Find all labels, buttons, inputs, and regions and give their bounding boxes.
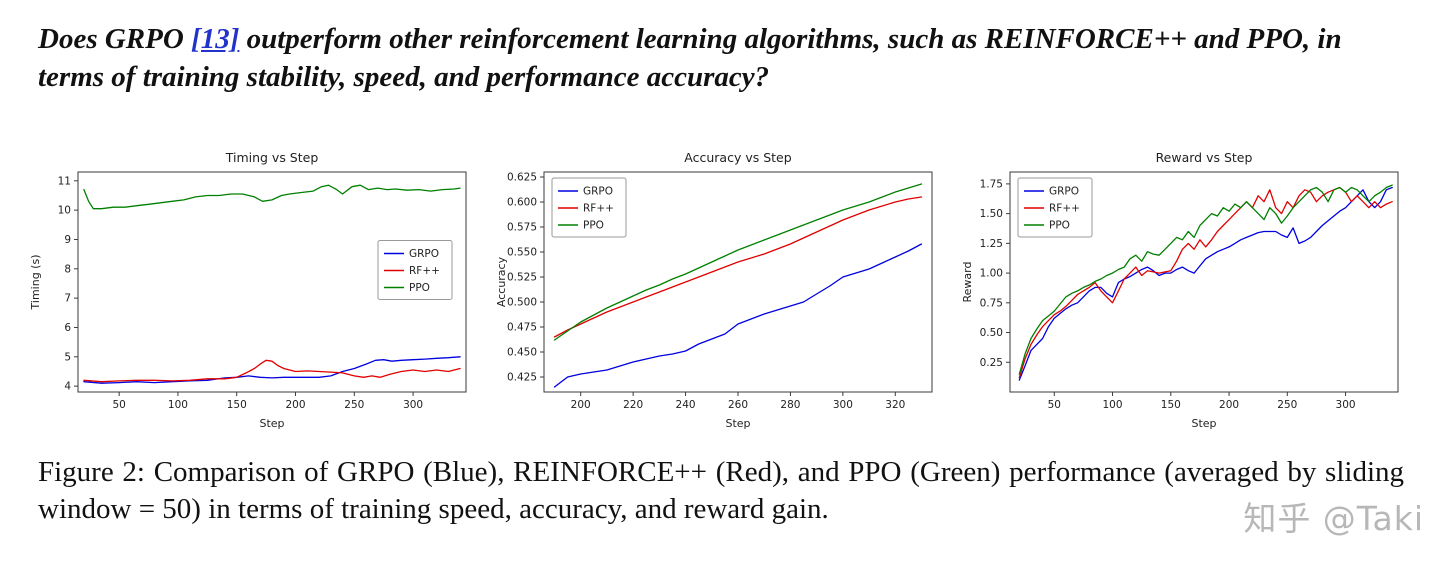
svg-text:Timing (s): Timing (s) bbox=[29, 255, 42, 311]
svg-text:4: 4 bbox=[64, 381, 71, 393]
svg-text:PPO: PPO bbox=[409, 282, 430, 294]
svg-text:Step: Step bbox=[725, 417, 750, 430]
timing-chart-svg: Timing vs Step 50 100 150 200 250 300 4 5 6 7 8 9 10 1… bbox=[29, 150, 467, 430]
svg-text:0.425: 0.425 bbox=[507, 372, 537, 384]
svg-text:150: 150 bbox=[227, 399, 247, 411]
svg-text:240: 240 bbox=[676, 399, 696, 411]
svg-text:320: 320 bbox=[885, 399, 905, 411]
svg-text:250: 250 bbox=[344, 399, 364, 411]
svg-text:PPO: PPO bbox=[1049, 220, 1070, 232]
svg-text:150: 150 bbox=[1161, 399, 1181, 411]
svg-text:Step: Step bbox=[1191, 417, 1216, 430]
svg-text:GRPO: GRPO bbox=[1049, 186, 1079, 198]
svg-text:1.00: 1.00 bbox=[980, 268, 1003, 280]
svg-text:300: 300 bbox=[403, 399, 423, 411]
svg-text:RF++: RF++ bbox=[1049, 203, 1080, 215]
question-text-after-citation: outperform other reinforcement learning … bbox=[38, 23, 1342, 93]
svg-text:Reward vs Step: Reward vs Step bbox=[1156, 150, 1253, 165]
svg-text:GRPO: GRPO bbox=[409, 248, 439, 260]
svg-text:0.475: 0.475 bbox=[507, 322, 537, 334]
svg-text:0.525: 0.525 bbox=[507, 272, 537, 284]
svg-text:100: 100 bbox=[1103, 399, 1123, 411]
svg-text:Accuracy vs Step: Accuracy vs Step bbox=[684, 150, 791, 165]
svg-text:8: 8 bbox=[64, 263, 71, 275]
reward-chart-svg: Reward vs Step 50 100 150 200 250 300 0.25 0.50 0… bbox=[961, 150, 1399, 430]
svg-text:300: 300 bbox=[833, 399, 853, 411]
svg-text:0.50: 0.50 bbox=[980, 327, 1003, 339]
research-question: Does GRPO [13] outperform other reinforc… bbox=[38, 20, 1398, 96]
svg-text:0.75: 0.75 bbox=[980, 297, 1003, 309]
svg-text:0.575: 0.575 bbox=[507, 222, 537, 234]
svg-text:250: 250 bbox=[1277, 399, 1297, 411]
svg-text:1.75: 1.75 bbox=[980, 178, 1003, 190]
svg-text:100: 100 bbox=[168, 399, 188, 411]
svg-text:0.500: 0.500 bbox=[507, 297, 537, 309]
svg-text:PPO: PPO bbox=[583, 220, 604, 232]
svg-text:260: 260 bbox=[728, 399, 748, 411]
svg-text:5: 5 bbox=[64, 351, 71, 363]
svg-text:10: 10 bbox=[58, 205, 71, 217]
svg-text:11: 11 bbox=[58, 175, 71, 187]
svg-text:200: 200 bbox=[571, 399, 591, 411]
svg-text:9: 9 bbox=[64, 234, 71, 246]
accuracy-chart-svg: Accuracy vs Step 200 220 240 260 280 300 320 0.4… bbox=[495, 150, 933, 430]
svg-text:0.25: 0.25 bbox=[980, 357, 1003, 369]
svg-text:0.450: 0.450 bbox=[507, 347, 537, 359]
svg-text:RF++: RF++ bbox=[409, 265, 440, 277]
svg-text:7: 7 bbox=[64, 293, 71, 305]
citation-link[interactable]: [13] bbox=[191, 23, 240, 55]
watermark: 知乎 @Taki bbox=[1243, 499, 1424, 538]
svg-text:0.600: 0.600 bbox=[507, 197, 537, 209]
svg-text:1.50: 1.50 bbox=[980, 208, 1003, 220]
svg-text:200: 200 bbox=[285, 399, 305, 411]
svg-text:6: 6 bbox=[64, 322, 71, 334]
svg-text:Accuracy: Accuracy bbox=[495, 256, 508, 307]
question-text-before-citation: Does GRPO bbox=[38, 23, 192, 55]
svg-text:GRPO: GRPO bbox=[583, 186, 613, 198]
reward-vs-step-chart: Reward vs Step 50 100 150 200 250 300 0.25 0.50 0… bbox=[958, 146, 1410, 434]
svg-text:280: 280 bbox=[780, 399, 800, 411]
svg-text:Timing vs Step: Timing vs Step bbox=[225, 150, 319, 165]
svg-text:0.625: 0.625 bbox=[507, 172, 537, 184]
svg-text:Reward: Reward bbox=[961, 262, 974, 303]
svg-text:Step: Step bbox=[259, 417, 284, 430]
svg-text:50: 50 bbox=[1048, 399, 1061, 411]
svg-text:1.25: 1.25 bbox=[980, 238, 1003, 250]
svg-text:200: 200 bbox=[1219, 399, 1239, 411]
svg-text:300: 300 bbox=[1336, 399, 1356, 411]
svg-text:RF++: RF++ bbox=[583, 203, 614, 215]
accuracy-vs-step-chart: Accuracy vs Step 200 220 240 260 280 300 320 0.4… bbox=[492, 146, 944, 434]
figure-2-charts: Timing vs Step 50 100 150 200 250 300 4 5 6 7 8 9 10 1… bbox=[26, 146, 1410, 434]
svg-text:0.550: 0.550 bbox=[507, 247, 537, 259]
timing-vs-step-chart: Timing vs Step 50 100 150 200 250 300 4 5 6 7 8 9 10 1… bbox=[26, 146, 478, 434]
svg-text:50: 50 bbox=[112, 399, 125, 411]
svg-text:220: 220 bbox=[623, 399, 643, 411]
figure-caption: Figure 2: Comparison of GRPO (Blue), REI… bbox=[38, 456, 1404, 525]
